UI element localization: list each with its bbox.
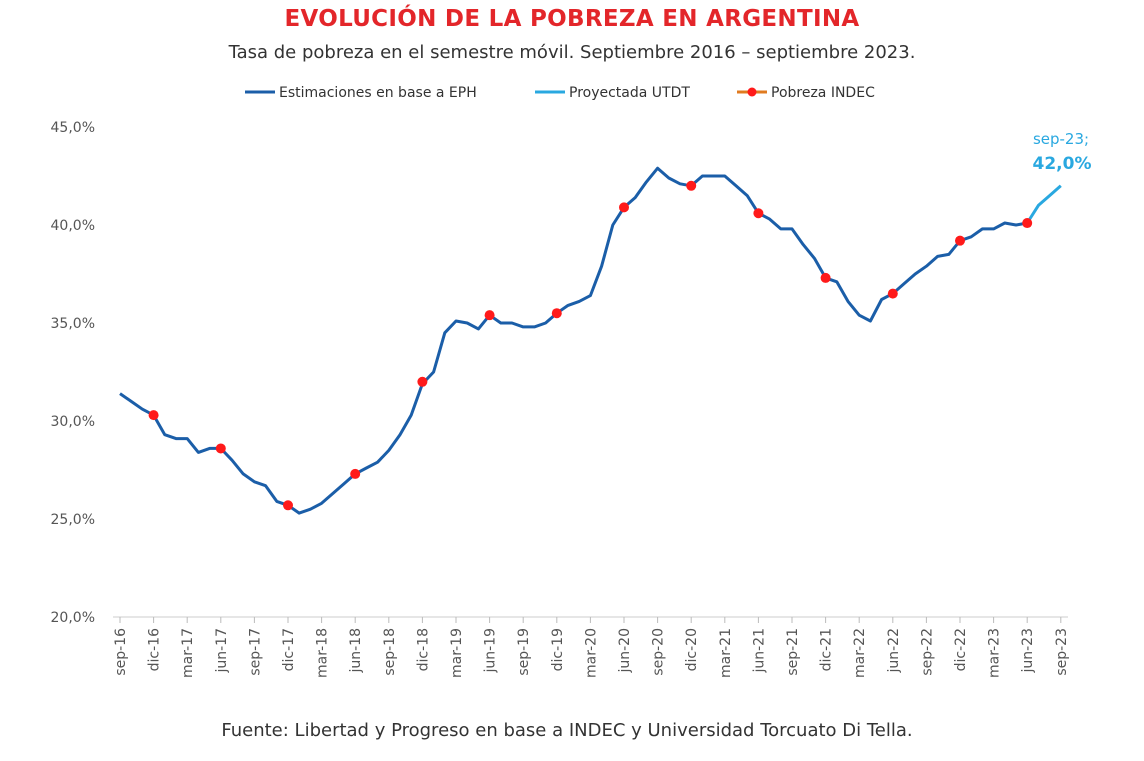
x-tick-label: sep-16 [113,628,129,676]
series-eph-line [119,166,1028,515]
y-axis: 20,0% 25,0% 30,0% 35,0% 40,0% 45,0% [51,120,95,626]
x-tick-label: mar-23 [987,628,1003,678]
chart-title: EVOLUCIÓN DE LA POBREZA EN ARGENTINA [284,6,860,32]
indec-point [417,376,428,387]
indec-point [148,410,159,421]
x-tick-label: dic-22 [953,628,969,671]
x-tick-label: jun-23 [1020,628,1036,674]
x-tick-label: mar-22 [852,628,868,678]
legend: Estimaciones en base a EPH Proyectada UT… [245,85,875,101]
indec-point [1022,218,1033,229]
y-tick-label: 25,0% [51,512,95,528]
indec-point [955,235,965,246]
x-tick-label: jun-20 [617,628,633,674]
x-tick-label: jun-19 [483,628,499,674]
indec-point [283,500,293,511]
series-utdt-line [1025,184,1062,224]
x-tick-label: sep-21 [785,628,801,676]
indec-point [887,288,898,299]
legend-utdt-label: Proyectada UTDT [569,85,690,101]
y-tick-label: 20,0% [51,610,95,626]
x-tick-label: sep-18 [382,628,398,676]
x-tick-label: sep-17 [247,628,263,676]
x-tick-label: dic-16 [147,628,163,671]
x-tick-label: mar-19 [449,628,465,678]
x-tick-label: dic-20 [684,628,700,671]
x-tick-label: sep-22 [919,628,935,676]
series-indec-points [148,180,1033,511]
x-tick-label: jun-18 [348,628,364,674]
x-tick-label: sep-20 [651,628,667,676]
indec-point [619,202,629,213]
x-tick-label: dic-17 [281,628,297,671]
annotation-value: 42,0% [1033,154,1092,174]
x-tick-label: mar-20 [583,628,599,678]
x-tick-label: dic-19 [550,628,566,671]
y-tick-label: 30,0% [51,414,95,430]
indec-point [350,468,361,479]
x-tick-label: mar-21 [718,628,734,678]
x-tick-label: jun-17 [214,628,230,674]
legend-eph-label: Estimaciones en base a EPH [279,85,477,101]
x-tick-label: dic-18 [415,628,431,671]
x-tick-label: jun-22 [886,628,902,674]
y-tick-label: 40,0% [51,218,95,234]
x-tick-label: sep-19 [516,628,532,676]
legend-indec-marker [747,87,757,97]
x-tick-label: mar-18 [315,628,331,678]
chart-subtitle: Tasa de pobreza en el semestre móvil. Se… [228,42,916,63]
y-tick-label: 45,0% [51,120,95,136]
x-axis: sep-16 dic-16 mar-17 jun-17 sep-17 dic-17 mar-… [113,617,1070,678]
indec-point [484,310,495,321]
indec-point [753,208,764,219]
indec-point [686,180,697,191]
indec-point [551,308,562,319]
x-tick-label: mar-17 [180,628,196,678]
x-tick-label: sep-23 [1054,628,1070,676]
annotation-label: sep-23; [1033,130,1089,148]
y-tick-label: 35,0% [51,316,95,332]
x-tick-label: dic-21 [819,628,835,671]
chart-source: Fuente: Libertad y Progreso en base a IN… [221,720,913,741]
x-tick-label: jun-21 [751,628,767,674]
indec-point [820,272,831,283]
legend-indec-label: Pobreza INDEC [771,85,875,101]
indec-point [215,443,226,454]
